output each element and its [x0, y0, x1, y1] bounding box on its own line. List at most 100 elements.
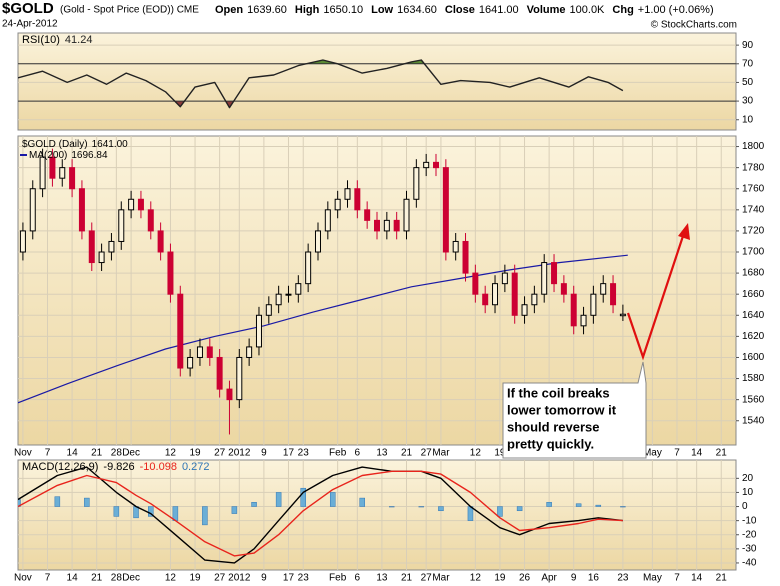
candle-body — [324, 209, 331, 232]
x-tick-label: 16 — [588, 573, 600, 584]
candle-body — [492, 283, 499, 306]
x-tick-label: Apr — [541, 573, 557, 584]
histogram-bar — [620, 506, 626, 508]
candle-body — [590, 293, 597, 316]
y-tick-label: 1620 — [742, 331, 765, 342]
series-line — [18, 470, 623, 557]
candle-body — [580, 314, 587, 327]
x-tick-label: 7 — [674, 448, 680, 459]
candle-body — [383, 219, 390, 232]
x-tick-label: 12 — [470, 573, 482, 584]
candle-body — [157, 230, 164, 253]
x-tick-label: Nov — [14, 448, 32, 459]
x-tick-label: 7 — [674, 573, 680, 584]
x-tick-label: 14 — [691, 448, 703, 459]
x-tick-label: Nov — [14, 573, 32, 584]
legend: MA(200) 1696.84 — [29, 150, 108, 161]
x-tick-label: 7 — [45, 573, 51, 584]
x-tick-label: 13 — [376, 448, 388, 459]
y-tick-label: 1700 — [742, 247, 765, 258]
candle-body — [374, 219, 380, 232]
series-line — [18, 254, 628, 404]
panel: 1800 1780 1760 1740 1720 1700 1680 1660 1640 1620… — [14, 135, 765, 459]
legend-label: MACD(12,26,9) — [22, 461, 98, 473]
x-tick-label: 14 — [691, 573, 703, 584]
candle-body — [482, 293, 489, 306]
x-tick-label: 14 — [67, 448, 79, 459]
candle-body — [433, 161, 440, 169]
y-tick-label: 50 — [742, 77, 754, 88]
candle-body — [295, 283, 302, 295]
quote-value: 1650.10 — [323, 4, 363, 16]
y-tick-label: 0 — [742, 501, 748, 512]
legend-value: -10.098 — [140, 461, 177, 473]
candle-body — [305, 251, 312, 285]
series-line — [18, 466, 623, 564]
candle-body — [78, 188, 85, 232]
y-tick-label: 30 — [742, 96, 754, 107]
quote-label: Low — [371, 4, 393, 16]
x-tick-label: Dec — [122, 573, 140, 584]
candle-body — [531, 293, 538, 306]
x-tick-label: 21 — [91, 573, 103, 584]
quote-label: Volume — [527, 4, 566, 16]
candle-body — [285, 293, 292, 296]
histogram-bar — [359, 497, 365, 507]
y-tick-label: 1760 — [742, 183, 765, 194]
candle-body — [551, 262, 558, 285]
candle-body — [314, 230, 321, 253]
legend-value: 1641.00 — [92, 139, 129, 150]
legend: RSI(10) 41.24 — [22, 34, 92, 46]
arrow-head — [678, 223, 690, 240]
histogram-bar — [275, 492, 282, 507]
histogram-bar — [595, 504, 602, 507]
histogram-bar — [497, 506, 503, 517]
legend: MACD(12,26,9) -9.826 -10.098 0.272 — [22, 461, 209, 473]
candle-body — [98, 251, 105, 264]
y-tick-label: 90 — [742, 40, 754, 51]
candle-body — [88, 230, 95, 264]
candle-body — [128, 198, 135, 211]
y-tick-label: 10 — [742, 487, 754, 498]
y-tick-label: 1580 — [742, 373, 765, 384]
quote-label: Close — [445, 4, 475, 16]
x-tick-label: 27 — [421, 448, 433, 459]
annotation-text: pretty quickly. — [507, 436, 594, 451]
candle-body — [393, 219, 400, 232]
candle-body — [39, 156, 46, 190]
quote-value: +1.00 (+0.06%) — [638, 4, 714, 16]
x-tick-label: 21 — [91, 448, 103, 459]
series-line — [18, 59, 624, 109]
candle-body — [59, 167, 66, 179]
x-tick-label: 28 — [111, 573, 123, 584]
x-tick-label: 21 — [401, 448, 413, 459]
quote-value: 100.0K — [570, 4, 606, 16]
plot-area — [18, 136, 736, 445]
candle-body — [206, 346, 213, 358]
x-tick-label: 23 — [298, 573, 310, 584]
histogram-bar — [438, 506, 444, 512]
candle-body — [364, 209, 371, 221]
forecast-arrow — [626, 223, 690, 361]
candle-body — [442, 167, 449, 253]
legend-value: 0.272 — [182, 461, 210, 473]
candle-body — [177, 293, 184, 369]
x-tick-label: 27 — [421, 573, 433, 584]
candle-body — [462, 240, 469, 274]
quote-label: Open — [215, 4, 243, 16]
histogram-bar — [300, 487, 306, 507]
candle-body — [216, 356, 223, 390]
x-tick-label: 12 — [165, 573, 177, 584]
symbol: $GOLD — [2, 0, 54, 17]
x-tick-label: 19 — [189, 448, 201, 459]
candle-body — [501, 272, 508, 285]
candle-body — [354, 188, 361, 211]
date: 24-Apr-2012 — [2, 19, 58, 30]
legend-label: RSI(10) — [22, 34, 60, 46]
histogram-bar — [575, 503, 582, 507]
x-tick-label: 17 — [283, 448, 295, 459]
annotation-text: should reverse — [507, 419, 600, 434]
x-tick-label: 6 — [355, 448, 361, 459]
candle-body — [511, 272, 518, 316]
